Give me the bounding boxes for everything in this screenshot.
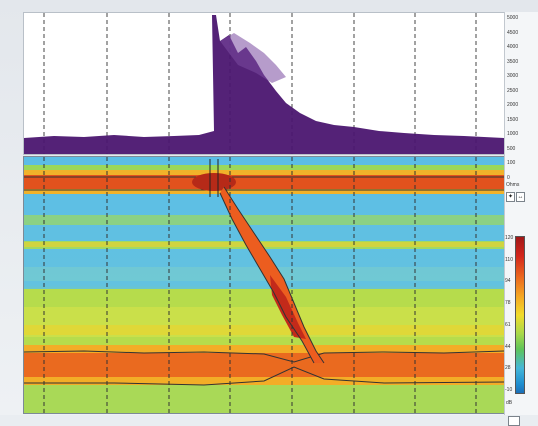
trend-svg [24,13,504,154]
color_scale-tick-label: -10 [505,387,513,393]
trend-area [24,15,504,154]
trend_scale-tick-label: 2000 [507,102,519,109]
trend-axis-unit: Ohms [506,182,520,188]
color-scale-bar [515,236,525,394]
color_scale-tick-label: 28 [505,365,511,372]
color_scale-tick-label: 61 [505,321,511,328]
spectrogram-plot[interactable] [23,156,505,414]
trend_scale-tick-label: 2500 [507,87,519,94]
color-scale-ticks: 120 110 94 78 61 44 28 -10 [505,236,515,396]
trend_scale-tick-label: 3500 [507,58,519,65]
trend_scale-tick-label: 3000 [507,73,519,80]
trend_scale-tick-label: 4500 [507,29,519,36]
trend_scale-tick-label: 500 [507,145,516,152]
trend_scale-tick-label: 4000 [507,44,519,51]
trend_scale-tick-label: 5000 [507,15,519,21]
trend-axis-scale: 5000 4500 4000 3500 3000 2500 2000 1500 1000 500 1… [505,12,538,187]
spectro-gridlines [43,157,477,413]
color_scale-tick-label: 94 [505,278,511,285]
color-scale-unit: dB [506,400,513,406]
event-streak [220,187,324,363]
trend_scale-tick-label: 1500 [507,116,519,123]
zoom-tool-button[interactable]: ✦ [506,192,515,202]
color_scale-tick-label: 44 [505,343,511,350]
color_scale-tick-label: 110 [505,256,513,263]
scale-sidebar: 5000 4500 4000 3500 3000 2500 2000 1500 1000 500 1… [504,12,538,426]
color_scale-tick-label: 78 [505,300,511,307]
color_scale-tick-label: 120 [505,235,514,241]
trend-plot[interactable] [23,12,505,155]
trend_scale-tick-label: 100 [507,160,516,167]
trend_scale-tick-label: 1000 [507,131,519,138]
spectrogram-svg [24,157,504,413]
trend_scale-tick-label: 0 [507,175,510,181]
pan-tool-button[interactable]: ↔ [516,192,525,202]
scale-toolbar: ✦ ↔ [505,192,538,202]
scale-settings-button[interactable] [508,416,520,426]
